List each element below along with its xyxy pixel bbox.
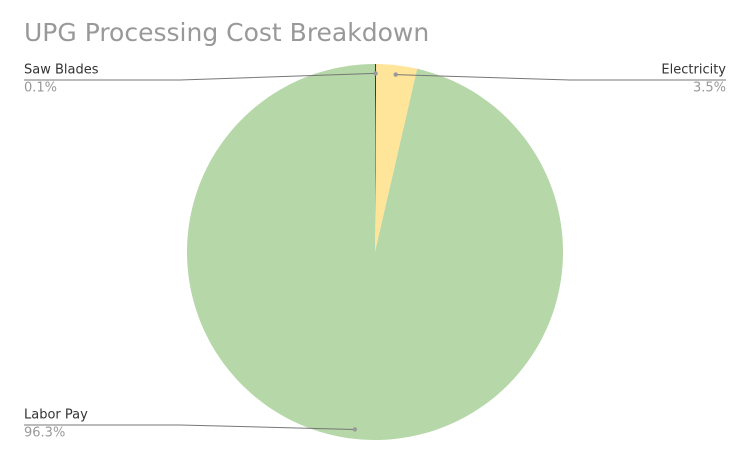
leader-dot [373,71,378,76]
pie-slice [375,64,377,252]
slice-label: Labor Pay [24,408,88,423]
slice-value: 3.5% [693,81,726,96]
leader-dot [352,427,358,432]
leader-line [395,74,726,81]
slice-label: Saw Blades [24,63,99,78]
leader-line [24,72,376,81]
leader-line [24,424,355,430]
leader-dot [393,72,398,77]
chart-title: UPG Processing Cost Breakdown [24,18,429,47]
slice-label: Electricity [661,63,726,78]
pie-slice [375,64,418,252]
pie-slice [186,64,563,440]
slice-value: 0.1% [24,81,57,96]
slice-value: 96.3% [24,426,65,441]
